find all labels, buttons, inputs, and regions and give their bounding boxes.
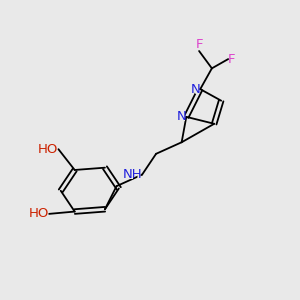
Text: HO: HO bbox=[29, 207, 49, 220]
Text: N: N bbox=[173, 109, 186, 124]
Text: NH: NH bbox=[122, 168, 142, 181]
Text: HO: HO bbox=[22, 206, 49, 221]
Text: HO: HO bbox=[32, 142, 58, 157]
Text: N: N bbox=[190, 82, 200, 96]
Text: F: F bbox=[228, 52, 236, 66]
Text: F: F bbox=[194, 36, 205, 51]
Text: F: F bbox=[228, 52, 239, 67]
Text: NH: NH bbox=[115, 167, 142, 182]
Text: F: F bbox=[195, 38, 203, 51]
Text: N: N bbox=[187, 82, 200, 97]
Text: HO: HO bbox=[38, 143, 58, 156]
Text: N: N bbox=[176, 110, 186, 123]
